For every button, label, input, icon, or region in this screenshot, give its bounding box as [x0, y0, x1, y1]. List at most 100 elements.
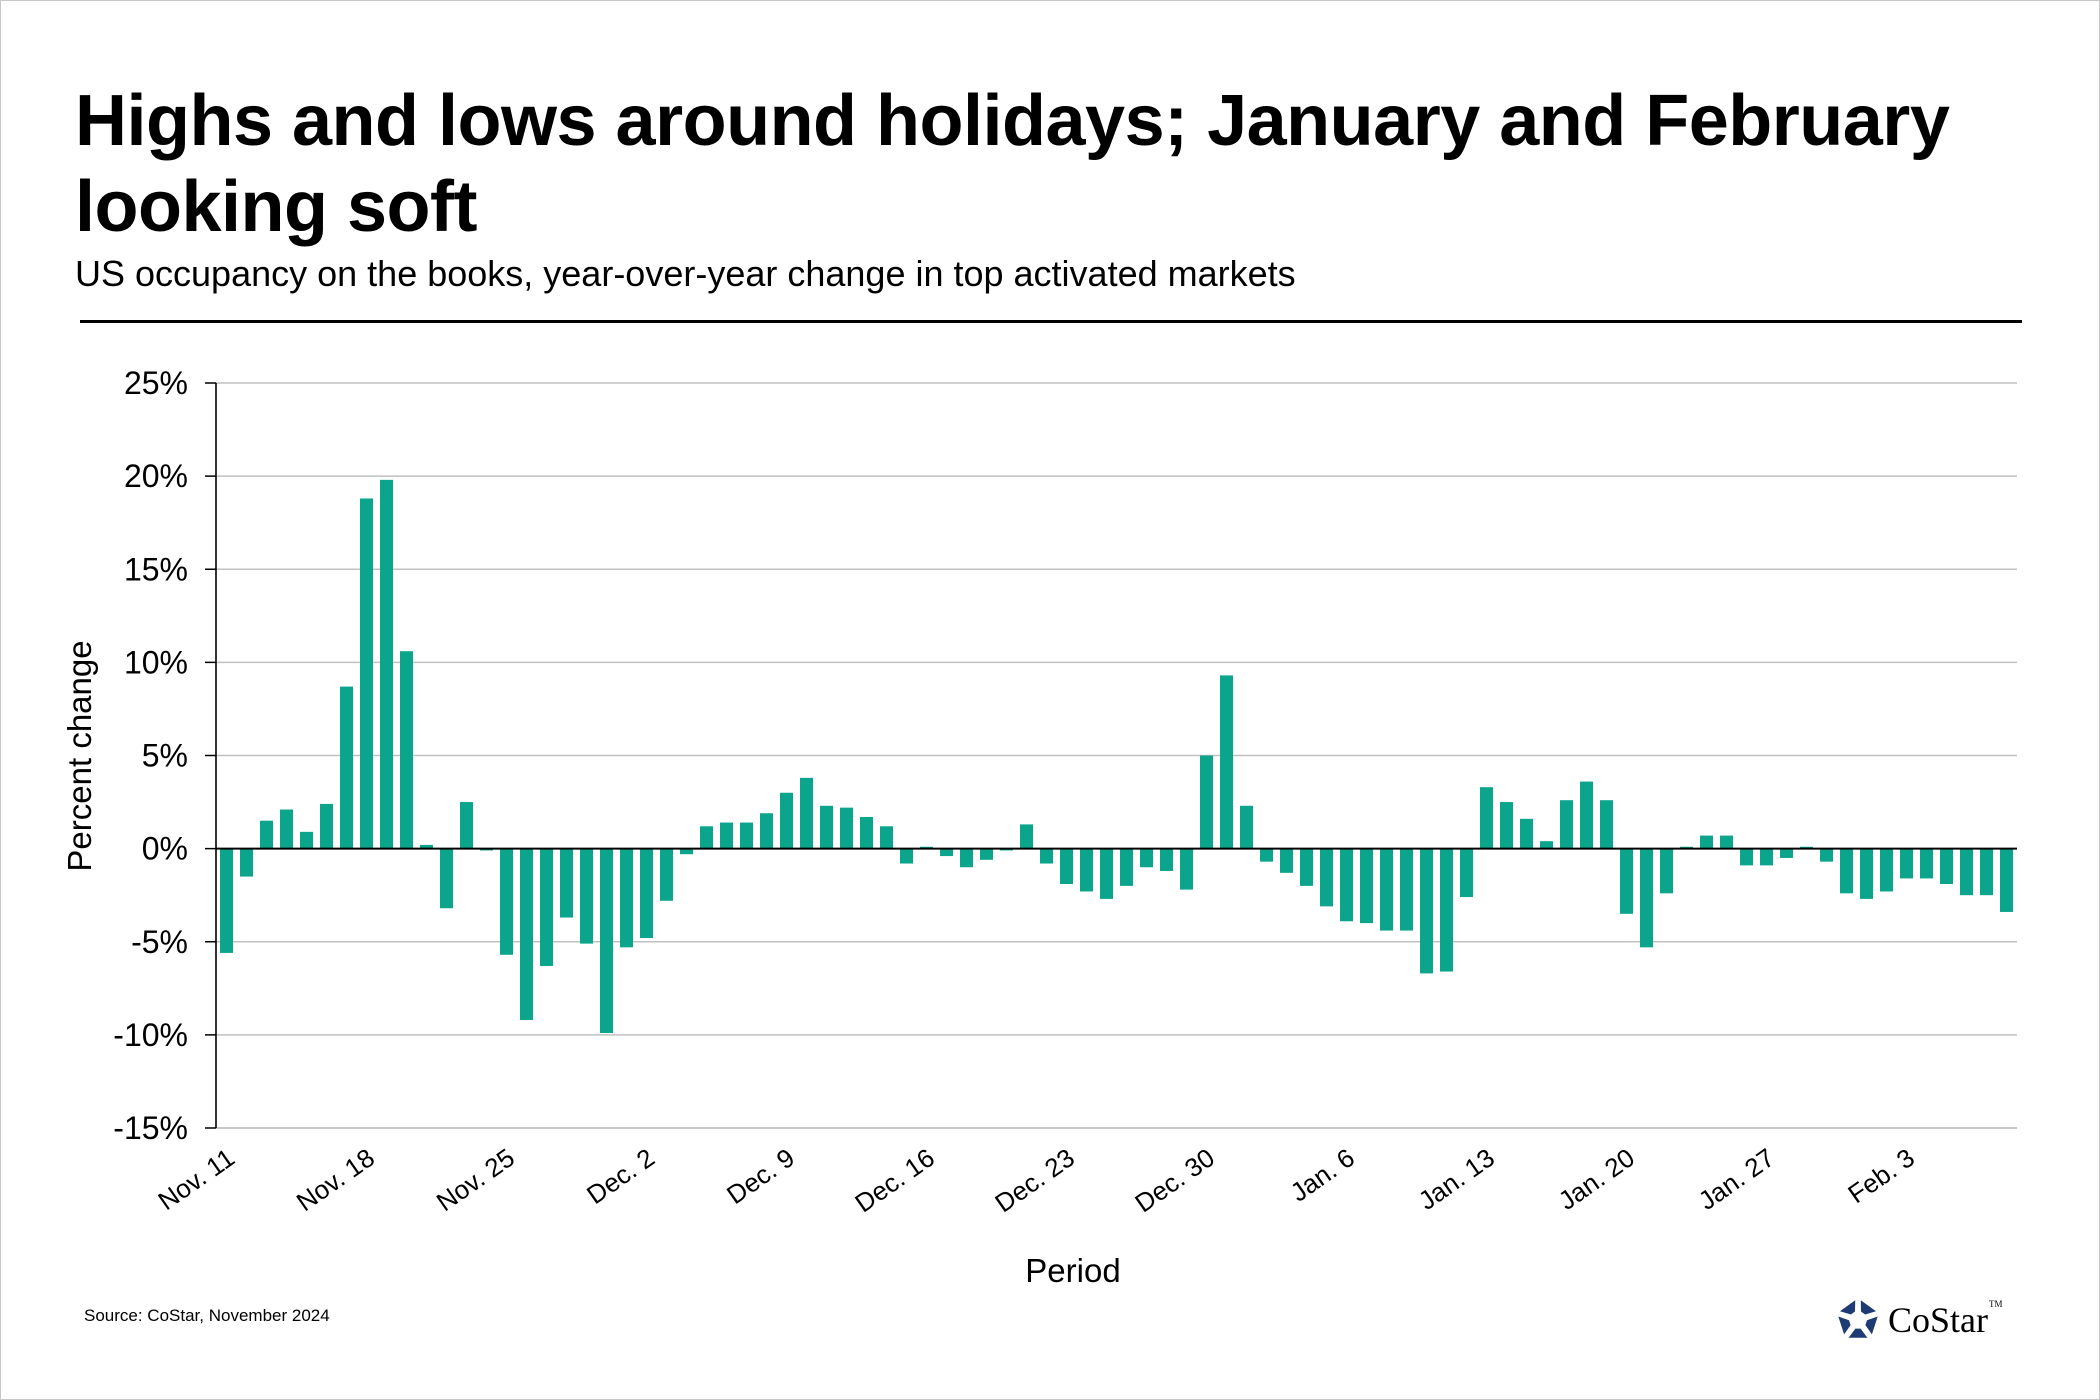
- bar: [1860, 848, 1873, 899]
- bar: [620, 848, 633, 948]
- bar: [1260, 848, 1273, 862]
- bar: [1240, 805, 1253, 849]
- bar: [1560, 800, 1573, 849]
- bar: [340, 686, 353, 849]
- bar: [1060, 848, 1073, 885]
- bar: [560, 848, 573, 918]
- x-tick-label: Jan. 27: [1693, 1142, 1780, 1215]
- bar: [1520, 818, 1533, 849]
- costar-star-icon: [1838, 1300, 1878, 1338]
- bar: [1580, 781, 1593, 849]
- y-tick-label: 10%: [124, 644, 188, 680]
- x-tick-labels: Nov. 11 Nov. 18 Nov. 25 Dec. 2 Dec. 9 Dec. 16…: [152, 1142, 1919, 1218]
- bar: [1140, 848, 1153, 868]
- bar: [1020, 824, 1033, 849]
- bar: [380, 479, 393, 849]
- y-tick-label: 15%: [124, 551, 188, 587]
- bar: [520, 848, 533, 1020]
- bar: [2000, 848, 2013, 912]
- bar: [1380, 848, 1393, 931]
- bar: [1620, 848, 1633, 914]
- bar: [300, 831, 313, 849]
- bar: [1980, 848, 1993, 896]
- bar: [740, 822, 753, 849]
- axes: [205, 382, 2017, 1129]
- y-tick-label: 25%: [124, 365, 188, 401]
- x-tick-label: Jan. 13: [1413, 1142, 1500, 1215]
- bar: [600, 848, 613, 1034]
- x-tick-label: Nov. 18: [291, 1142, 380, 1217]
- bar: [1780, 848, 1793, 858]
- x-tick-label: Dec. 2: [581, 1142, 660, 1210]
- chart-subtitle: US occupancy on the books, year-over-yea…: [75, 253, 1296, 294]
- bar: [580, 848, 593, 944]
- bar: [1200, 755, 1213, 849]
- logo-text: CoStarTM: [1888, 1299, 2003, 1340]
- y-tick-label: -10%: [113, 1017, 188, 1053]
- bar: [400, 651, 413, 849]
- y-tick-label: -5%: [131, 924, 188, 960]
- bar: [1280, 848, 1293, 873]
- x-axis-title: Period: [1025, 1252, 1120, 1289]
- x-tick-label: Dec. 30: [1129, 1142, 1220, 1218]
- gridlines: [216, 382, 2017, 1129]
- bar: [1360, 848, 1373, 924]
- bar: [280, 809, 293, 849]
- bar: [1920, 848, 1933, 879]
- bar: [1880, 848, 1893, 892]
- x-tick-label: Dec. 23: [989, 1142, 1080, 1218]
- bar: [360, 498, 373, 849]
- bar: [1180, 848, 1193, 890]
- bar: [1100, 848, 1113, 899]
- bar: [1340, 848, 1353, 922]
- bar: [800, 777, 813, 849]
- logo-segment: [1860, 1300, 1876, 1315]
- bar: [820, 805, 833, 849]
- costar-logo: CoStarTM: [1836, 1298, 2003, 1342]
- logo-segment: [1848, 1328, 1868, 1338]
- bar: [700, 826, 713, 849]
- bar: [1640, 848, 1653, 948]
- x-tick-label: Dec. 16: [849, 1142, 940, 1218]
- bar: [1300, 848, 1313, 886]
- bar: [1960, 848, 1973, 896]
- bar: [500, 848, 513, 955]
- x-tick-label: Jan. 20: [1553, 1142, 1640, 1215]
- x-tick-label: Dec. 9: [721, 1142, 800, 1210]
- y-tick-label: 5%: [142, 738, 188, 774]
- bar: [1220, 675, 1233, 849]
- bar: [1600, 800, 1613, 849]
- bar: [940, 848, 953, 857]
- bar: [220, 848, 233, 953]
- bar: [420, 844, 433, 849]
- bar: [1900, 848, 1913, 879]
- logo-segment: [1840, 1300, 1856, 1315]
- bar: [760, 813, 773, 849]
- x-tick-label: Nov. 25: [431, 1142, 520, 1217]
- chart-title: Highs and lows around holidays; January …: [75, 81, 1950, 247]
- bar: [1740, 848, 1753, 866]
- bar: [780, 792, 793, 849]
- bar: [1500, 802, 1513, 849]
- bar: [1660, 848, 1673, 894]
- bar: [1540, 841, 1553, 849]
- logo-segment: [1838, 1316, 1851, 1335]
- bars: [220, 479, 2013, 1034]
- bar: [1420, 848, 1433, 974]
- y-tick-labels: 25% 20% 15% 10% 5% 0% -5% -10% -15%: [113, 365, 188, 1146]
- bar: [460, 802, 473, 849]
- bar: [240, 848, 253, 877]
- y-tick-label: 0%: [142, 831, 188, 867]
- logo-segment: [1865, 1316, 1878, 1335]
- bar: [1700, 835, 1713, 849]
- bar: [980, 848, 993, 860]
- bar: [1120, 848, 1133, 886]
- bar: [660, 848, 673, 901]
- bar: [1820, 848, 1833, 862]
- logo-trademark: TM: [1989, 1299, 2003, 1309]
- bar: [900, 848, 913, 864]
- bar: [680, 848, 693, 855]
- bar: [880, 826, 893, 849]
- bar: [640, 848, 653, 939]
